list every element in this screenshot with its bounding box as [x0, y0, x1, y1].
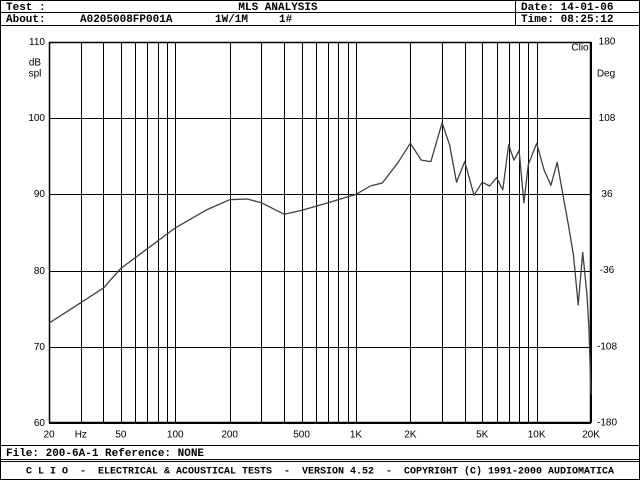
copyright: C L I O - ELECTRICAL & ACOUSTICAL TESTS … — [26, 466, 614, 478]
x-tick-label: 5K — [476, 430, 489, 441]
about-level: 1W/1M — [215, 14, 248, 26]
date: Date: 14-01-06 — [521, 2, 613, 14]
y-tick-label: 110 — [29, 37, 45, 48]
x-tick-label: 500 — [293, 430, 310, 441]
about-id: A0205008FP001A — [80, 14, 173, 26]
x-tick-label: 100 — [167, 430, 184, 441]
y2-tick-label: -108 — [597, 341, 617, 352]
logo: Clio — [571, 43, 589, 54]
y-tick-label: 70 — [34, 342, 46, 353]
y2-tick-label: -36 — [600, 265, 615, 276]
about-label: About: — [6, 14, 46, 26]
x-tick-label: 50 — [115, 430, 127, 441]
y2-tick-label: 108 — [599, 113, 616, 124]
y-tick-label: 60 — [34, 418, 46, 429]
x-tick-label: 20 — [43, 430, 55, 441]
x-tick-label: 1K — [350, 430, 363, 441]
x-tick-label: 200 — [221, 430, 238, 441]
y-tick-label: 100 — [28, 113, 45, 124]
y2-tick-label: 36 — [601, 189, 613, 200]
about-num: 1# — [279, 14, 293, 26]
x-tick-label: 20K — [582, 430, 600, 441]
y-label: dB — [29, 58, 42, 69]
y-tick-label: 80 — [34, 266, 46, 277]
y2-tick-label: -180 — [597, 418, 617, 429]
time: Time: 08:25:12 — [521, 14, 613, 26]
file-info: File: 200-6A-1 Reference: NONE — [6, 448, 204, 460]
y-label: spl — [29, 69, 42, 80]
y2-tick-label: 180 — [599, 37, 616, 48]
test-label: Test : — [6, 2, 46, 14]
x-unit-label: Hz — [75, 430, 87, 441]
plot-border — [48, 41, 592, 424]
y2-label: Deg — [597, 69, 615, 80]
response-curve — [48, 122, 592, 395]
header-title: MLS ANALYSIS — [238, 2, 318, 14]
x-tick-label: 2K — [404, 430, 417, 441]
y-tick-label: 90 — [34, 189, 46, 200]
x-tick-label: 10K — [528, 430, 546, 441]
